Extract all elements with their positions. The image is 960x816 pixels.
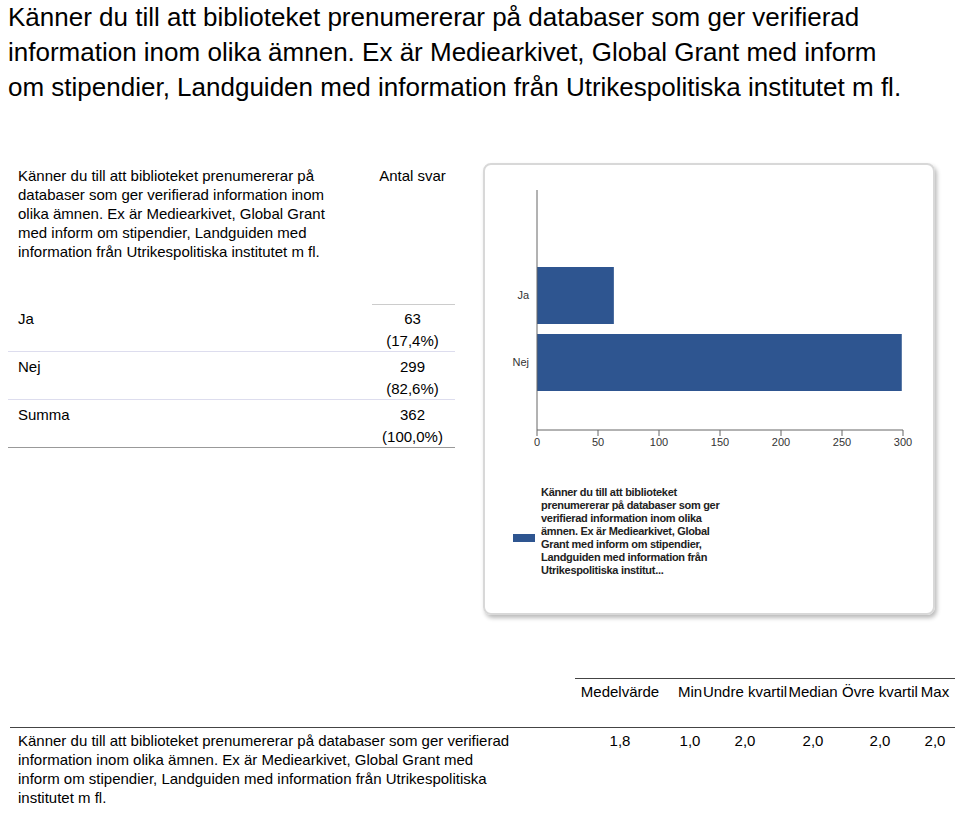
html-text:(17,4%): (17,4%): [386, 332, 439, 349]
svg-text:0: 0: [534, 436, 540, 448]
svg-text:150: 150: [711, 436, 729, 448]
html-text:Känner du till att biblioteket: Känner du till att biblioteket prenumere…: [18, 732, 510, 806]
html-text:(82,6%): (82,6%): [386, 380, 439, 397]
html-text:63: 63: [404, 310, 421, 327]
html-text:1,0: 1,0: [679, 732, 701, 749]
html-text:Summa: Summa: [18, 406, 70, 423]
svg-text:50: 50: [592, 436, 604, 448]
svg-text:Nej: Nej: [512, 356, 529, 368]
svg-text:100: 100: [650, 436, 668, 448]
html-text:2,0: 2,0: [802, 732, 824, 749]
html-text:2,0: 2,0: [924, 732, 946, 749]
html-text:Medelvärde: Medelvärde: [580, 683, 660, 700]
svg-text:Ja: Ja: [517, 289, 530, 301]
html-text:1,8: 1,8: [609, 732, 631, 749]
html-text:2,0: 2,0: [869, 732, 891, 749]
html-text:(100,0%): (100,0%): [382, 428, 443, 445]
html-text:299: 299: [400, 358, 425, 375]
svg-text:250: 250: [833, 436, 851, 448]
html-text:362: 362: [400, 406, 425, 423]
html-text:Nej: Nej: [18, 358, 41, 375]
svg-text:300: 300: [894, 436, 912, 448]
html-text:Ja: Ja: [18, 310, 34, 327]
html-text:Känner du till att biblioteket: Känner du till att biblioteket prenumere…: [8, 2, 902, 102]
html-text:Antal svar: Antal svar: [379, 167, 446, 184]
svg-text:200: 200: [772, 436, 790, 448]
html-text:Känner du till att biblioteket: Känner du till att biblioteket prenumere…: [541, 486, 720, 576]
html-text:Min Undre kvartil Median Övre: Min Undre kvartil Median Övre kvartil Ma…: [677, 683, 950, 700]
html-text:Känner du till att biblioteket: Känner du till att biblioteket prenumere…: [18, 167, 325, 260]
html-text:2,0: 2,0: [734, 732, 756, 749]
